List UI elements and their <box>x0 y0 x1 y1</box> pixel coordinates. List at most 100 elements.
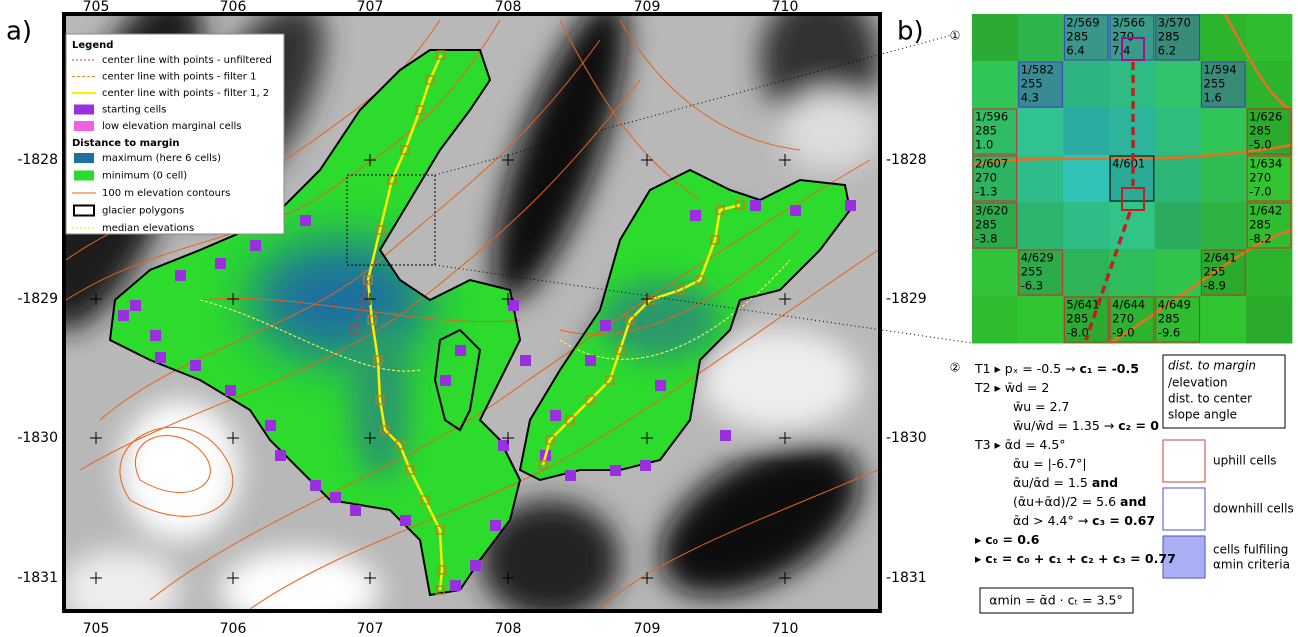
cross <box>90 572 102 584</box>
marginal-cells <box>118 200 856 591</box>
criteria-line: w̄u = 2.7 <box>1013 399 1069 414</box>
center-point <box>400 145 410 155</box>
cross <box>227 432 239 444</box>
cell-slope: -6.3 <box>1021 279 1043 293</box>
y-tick-label: -1831 <box>886 570 927 586</box>
zoom-box <box>346 174 436 266</box>
cell-label: 1/626 <box>1249 110 1282 124</box>
x-tick-label: 710 <box>772 621 799 637</box>
cell-slope: 6.2 <box>1158 44 1176 58</box>
marginal-cell <box>750 200 761 211</box>
criteria-result: c₀ = 0.6 <box>985 532 1040 547</box>
criteria-line: ᾱu/ᾱd = 1.5 and <box>1013 475 1118 490</box>
contour <box>1223 13 1293 112</box>
grid-cell <box>1246 61 1293 109</box>
x-tick-label: 705 <box>83 0 110 15</box>
x-tick-label: 706 <box>220 621 247 637</box>
y-tick-label: -1831 <box>17 570 58 586</box>
median-elevation <box>199 259 791 372</box>
legend-label: maximum (here 6 cells) <box>102 153 221 164</box>
center-point <box>615 345 625 355</box>
criteria-text: ᾱu/ᾱd = 1.5 <box>1013 475 1092 490</box>
cell-label: 5/641 <box>1066 298 1099 312</box>
grid-cell <box>1200 61 1247 109</box>
marginal-cell <box>400 515 411 526</box>
unfiltered-line <box>354 279 369 331</box>
criteria-result: c₃ = 0.67 <box>1092 513 1155 528</box>
marginal-cell <box>470 560 481 571</box>
grid-cell <box>1154 14 1201 62</box>
uphill-cell <box>1246 155 1292 202</box>
cell-dist: 285 <box>1158 312 1180 326</box>
grid-cell <box>1154 202 1201 250</box>
grid-cell <box>1246 249 1293 297</box>
y-tick-label: -1829 <box>886 291 927 307</box>
center-point <box>585 395 595 405</box>
marginal-cell <box>498 440 509 451</box>
uphill-cell <box>1246 108 1292 155</box>
marginal-cell <box>585 355 596 366</box>
grid-cell <box>1154 249 1201 297</box>
criteria-text: ᾱu = |-6.7°| <box>1013 456 1087 471</box>
contours <box>66 19 878 609</box>
legend-swatch <box>73 204 95 217</box>
legend-label: center line with points - unfiltered <box>102 55 272 66</box>
grid-cell <box>1063 108 1110 156</box>
center-point <box>435 525 445 535</box>
y-tick-label: -1829 <box>17 291 58 307</box>
cross <box>641 572 653 584</box>
uphill-swatch <box>1162 439 1206 483</box>
legend-label: glacier polygons <box>102 206 184 217</box>
cross <box>90 293 102 305</box>
legend-label: low elevation marginal cells <box>102 121 242 132</box>
marginal-cell <box>455 345 466 356</box>
cell-slope: -9.0 <box>1112 326 1134 340</box>
center-lines <box>350 50 745 595</box>
downhill-cell <box>1201 61 1246 108</box>
marginal-cell <box>265 420 276 431</box>
cell-slope: 4.3 <box>1021 91 1039 105</box>
cross <box>641 154 653 166</box>
cell-label: 2/569 <box>1066 16 1099 30</box>
downhill-swatch <box>1162 487 1206 531</box>
x-tick-label: 708 <box>495 0 522 15</box>
cross <box>779 432 791 444</box>
map <box>62 12 882 613</box>
fulfil-swatch <box>1162 535 1206 579</box>
cell-label: 2/641 <box>1204 251 1237 265</box>
grid-cell <box>972 296 1019 344</box>
center-point <box>605 375 615 385</box>
center-point <box>565 415 575 425</box>
center-point <box>405 465 415 475</box>
cross <box>364 154 376 166</box>
cell-slope: -8.9 <box>1204 279 1226 293</box>
criteria-text: T2 ▸ w̄d = 2 <box>974 380 1049 395</box>
criteria-text: (ᾱu+ᾱd)/2 = 5.6 <box>1013 494 1120 509</box>
marginal-cell <box>450 580 461 591</box>
grid-cell <box>1109 249 1156 297</box>
downhill-cell <box>1063 14 1109 61</box>
center-point <box>715 205 725 215</box>
grid-cell <box>1246 202 1293 250</box>
cross <box>779 154 791 166</box>
marginal-cell <box>155 352 166 363</box>
uphill-cell <box>972 108 1018 155</box>
criteria-result: c₁ = -0.5 <box>1080 361 1139 376</box>
center-point <box>420 495 430 505</box>
cell-slope: -1.3 <box>975 185 997 199</box>
cross <box>779 572 791 584</box>
center-point <box>437 565 447 575</box>
criteria-text: T1 ▸ pₓ = -0.5 → <box>974 361 1080 376</box>
grid-cell <box>1063 155 1110 203</box>
grid-cell <box>1109 155 1156 203</box>
criteria-line: T3 ▸ ᾱd = 4.5° <box>974 437 1066 452</box>
marker: ② <box>950 361 961 375</box>
grid-cell <box>972 14 1019 62</box>
marginal-cell <box>190 360 201 371</box>
key-fulfil: cells fulfiling <box>1213 543 1288 557</box>
marginal-cell <box>490 520 501 531</box>
zoom-line <box>434 264 973 344</box>
cross <box>779 293 791 305</box>
criteria-line: ᾱd > 4.4° → c₃ = 0.67 <box>1013 513 1155 528</box>
cell-dist: 270 <box>1112 30 1134 44</box>
